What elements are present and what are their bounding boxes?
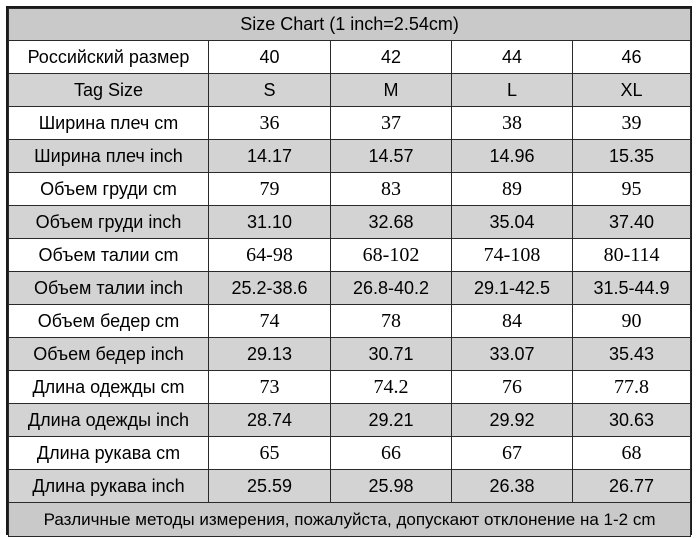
table-row: Объем бедер inch 29.13 30.71 33.07 35.43 <box>8 337 692 371</box>
size-value-cell: 25.98 <box>330 469 452 503</box>
table-row: Tag Size S M L XL <box>8 73 692 107</box>
row-label: Длина одежды inch <box>8 403 209 437</box>
size-value-cell: M <box>330 73 452 107</box>
size-value-cell: L <box>451 73 573 107</box>
size-value-cell: 80-114 <box>571 238 692 272</box>
size-value-cell: 64-98 <box>208 238 331 272</box>
footer-row: Различные методы измерения, пожалуйста, … <box>7 502 692 537</box>
row-label: Объем груди inch <box>8 205 209 239</box>
size-value-cell: 26.38 <box>451 469 573 503</box>
size-value-cell: 66 <box>330 436 452 470</box>
size-value-cell: 35.43 <box>571 337 692 371</box>
size-value-cell: 39 <box>571 106 692 140</box>
size-value-cell: 30.63 <box>571 403 692 437</box>
table-row: Объем груди cm 79 83 89 95 <box>8 172 692 206</box>
chart-title: Size Chart (1 inch=2.54cm) <box>7 8 692 41</box>
size-value-cell: 67 <box>451 436 573 470</box>
size-value-cell: 31.10 <box>208 205 331 239</box>
size-value-cell: 30.71 <box>330 337 452 371</box>
row-label: Объем талии inch <box>8 271 209 305</box>
size-chart: Size Chart (1 inch=2.54cm) Российский ра… <box>6 6 692 537</box>
row-label: Tag Size <box>8 73 209 107</box>
table-row: Объем бедер cm 74 78 84 90 <box>8 304 692 338</box>
size-value-cell: 14.17 <box>208 139 331 173</box>
size-value-cell: 90 <box>571 304 692 338</box>
row-label: Длина рукава inch <box>8 469 209 503</box>
size-value-cell: 89 <box>451 172 573 206</box>
size-value-cell: 73 <box>208 370 331 404</box>
row-label: Российский размер <box>8 40 209 74</box>
size-value-cell: 46 <box>571 40 692 74</box>
size-value-cell: 14.96 <box>451 139 573 173</box>
table-row: Объем талии inch 25.2-38.6 26.8-40.2 29.1-4… <box>8 271 692 305</box>
size-value-cell: 25.59 <box>208 469 331 503</box>
size-value-cell: 29.13 <box>208 337 331 371</box>
size-table: Size Chart (1 inch=2.54cm) Российский ра… <box>7 8 692 537</box>
size-value-cell: 29.92 <box>451 403 573 437</box>
row-label: Длина одежды cm <box>8 370 209 404</box>
table-row: Ширина плеч cm 36 37 38 39 <box>8 106 692 140</box>
table-row: Объем талии cm 64-98 68-102 74-108 80-114 <box>8 238 692 272</box>
size-value-cell: 28.74 <box>208 403 331 437</box>
size-value-cell: 79 <box>208 172 331 206</box>
size-value-cell: 37.40 <box>571 205 692 239</box>
size-value-cell: 29.1-42.5 <box>451 271 573 305</box>
row-label: Объем бедер inch <box>8 337 209 371</box>
size-value-cell: 68-102 <box>330 238 452 272</box>
size-value-cell: 26.8-40.2 <box>330 271 452 305</box>
size-value-cell: 68 <box>571 436 692 470</box>
size-value-cell: 74 <box>208 304 331 338</box>
title-row: Size Chart (1 inch=2.54cm) <box>7 8 692 41</box>
size-value-cell: 35.04 <box>451 205 573 239</box>
size-value-cell: 14.57 <box>330 139 452 173</box>
size-value-cell: 77.8 <box>571 370 692 404</box>
size-value-cell: 25.2-38.6 <box>208 271 331 305</box>
table-row: Российский размер 40 42 44 46 <box>8 40 692 74</box>
row-label: Объем бедер cm <box>8 304 209 338</box>
size-value-cell: 40 <box>208 40 331 74</box>
row-label: Длина рукава cm <box>8 436 209 470</box>
row-label: Ширина плеч inch <box>8 139 209 173</box>
size-value-cell: 15.35 <box>571 139 692 173</box>
table-row: Объем груди inch 31.10 32.68 35.04 37.40 <box>8 205 692 239</box>
size-value-cell: 31.5-44.9 <box>571 271 692 305</box>
table-row: Длина одежды inch 28.74 29.21 29.92 30.63 <box>8 403 692 437</box>
size-value-cell: 42 <box>330 40 452 74</box>
size-value-cell: 83 <box>330 172 452 206</box>
table-row: Длина рукава inch 25.59 25.98 26.38 26.77 <box>8 469 692 503</box>
size-value-cell: 32.68 <box>330 205 452 239</box>
size-value-cell: 76 <box>451 370 573 404</box>
size-value-cell: S <box>208 73 331 107</box>
size-value-cell: 74.2 <box>330 370 452 404</box>
footer-note: Различные методы измерения, пожалуйста, … <box>7 502 692 537</box>
size-value-cell: 33.07 <box>451 337 573 371</box>
size-value-cell: 29.21 <box>330 403 452 437</box>
size-value-cell: 65 <box>208 436 331 470</box>
size-value-cell: 78 <box>330 304 452 338</box>
size-value-cell: 26.77 <box>571 469 692 503</box>
table-row: Длина рукава cm 65 66 67 68 <box>8 436 692 470</box>
size-value-cell: 37 <box>330 106 452 140</box>
size-value-cell: XL <box>571 73 692 107</box>
size-value-cell: 74-108 <box>451 238 573 272</box>
table-row: Длина одежды cm 73 74.2 76 77.8 <box>8 370 692 404</box>
size-value-cell: 38 <box>451 106 573 140</box>
size-value-cell: 36 <box>208 106 331 140</box>
size-value-cell: 95 <box>571 172 692 206</box>
row-label: Объем груди cm <box>8 172 209 206</box>
size-value-cell: 44 <box>451 40 573 74</box>
table-row: Ширина плеч inch 14.17 14.57 14.96 15.35 <box>8 139 692 173</box>
row-label: Объем талии cm <box>8 238 209 272</box>
size-value-cell: 84 <box>451 304 573 338</box>
row-label: Ширина плеч cm <box>8 106 209 140</box>
